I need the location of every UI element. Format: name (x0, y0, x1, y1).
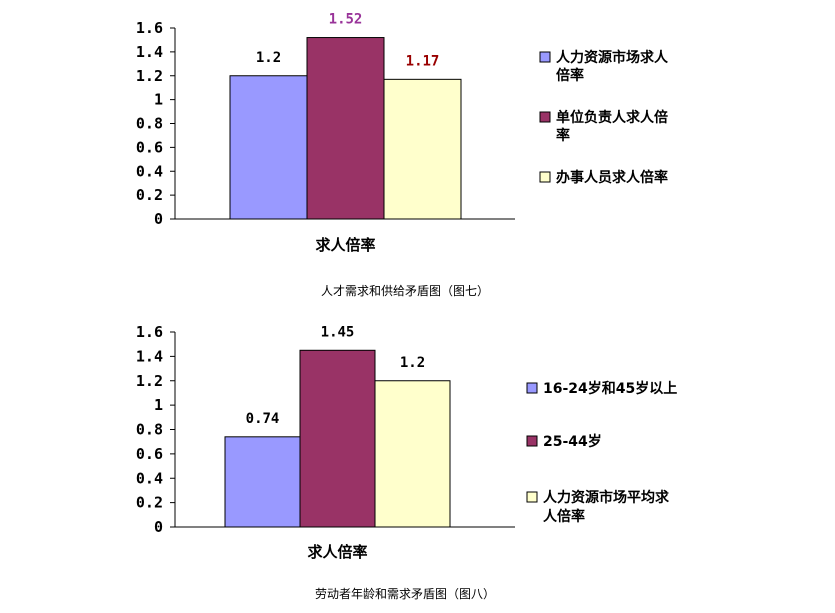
y-tick-label: 1 (154, 91, 163, 109)
data-label: 1.2 (256, 50, 281, 66)
y-tick-label: 0 (154, 518, 163, 536)
y-tick-label: 0.4 (136, 469, 163, 487)
data-label: 0.74 (246, 411, 280, 427)
legend-label: 办事人员求人倍率 (556, 169, 668, 186)
data-label: 1.17 (406, 53, 440, 69)
y-tick-label: 0.8 (136, 421, 163, 439)
x-category-label: 求人倍率 (315, 236, 375, 254)
y-tick-label: 0.6 (136, 138, 163, 156)
legend-label: 人力资源市场平均求 (543, 489, 670, 506)
y-tick-label: 0.6 (136, 445, 163, 463)
x-category-label: 求人倍率 (307, 543, 367, 561)
chart-caption: 人才需求和供给矛盾图（图七） (321, 284, 489, 298)
legend-label: 人倍率 (543, 508, 585, 525)
y-tick-label: 1.2 (136, 67, 163, 85)
legend-swatch (539, 51, 551, 63)
bar (306, 37, 385, 220)
y-tick-label: 0 (154, 210, 163, 228)
y-tick-label: 1.6 (136, 323, 163, 341)
chart-1: 0 0.2 0.4 0.6 0.8 1 1.2 1.4 1.6 1.2 1.52 1.17 求人倍率 人力… (136, 12, 669, 298)
data-label: 1.52 (329, 12, 363, 28)
y-tick-label: 0.4 (136, 162, 163, 180)
legend-swatch (526, 435, 538, 447)
y-tick-label: 1.4 (136, 43, 163, 61)
legend-swatch (526, 382, 538, 394)
legend-label: 单位负责人求人倍 (556, 109, 668, 126)
bar (299, 349, 376, 528)
y-tick-label: 0.2 (136, 494, 163, 512)
chart-2: 0 0.2 0.4 0.6 0.8 1 1.2 1.4 1.6 0.74 1.45 1.2 求人倍率 16… (136, 323, 677, 601)
y-tick-label: 0.2 (136, 186, 163, 204)
bar (383, 78, 462, 220)
data-label: 1.45 (321, 324, 355, 340)
legend-label: 25-44岁 (543, 433, 602, 450)
legend-swatch (539, 111, 551, 123)
legend-label: 率 (556, 127, 570, 144)
legend-swatch (526, 491, 538, 503)
y-tick-label: 1.6 (136, 19, 163, 37)
y-tick-label: 1.4 (136, 347, 163, 365)
legend-label: 16-24岁和45岁以上 (543, 380, 677, 397)
bar (229, 75, 308, 220)
y-tick-label: 1.2 (136, 372, 163, 390)
y-tick-label: 1 (154, 396, 163, 414)
y-tick-label: 0.8 (136, 115, 163, 133)
bar (374, 380, 451, 528)
legend-swatch (539, 171, 551, 183)
legend-label: 倍率 (556, 67, 584, 84)
legend-label: 人力资源市场求人 (556, 49, 669, 66)
data-label: 1.2 (400, 355, 425, 371)
chart-caption: 劳动者年龄和需求矛盾图（图八） (315, 587, 495, 601)
bar (224, 436, 301, 528)
